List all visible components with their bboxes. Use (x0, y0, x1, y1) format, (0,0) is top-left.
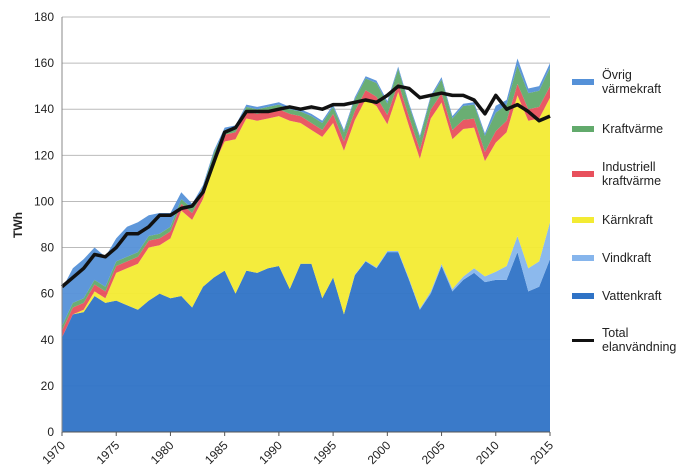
legend-item: Kraftvärme (572, 122, 688, 136)
x-tick-label: 1970 (39, 438, 68, 467)
y-tick-label: 120 (34, 148, 54, 162)
x-tick-label: 1995 (310, 438, 339, 467)
legend-label: Kärnkraft (602, 213, 653, 227)
legend-swatch (572, 79, 594, 85)
legend-item: Vindkraft (572, 251, 688, 265)
legend-swatch (572, 293, 594, 299)
x-tick-label: 1985 (202, 438, 231, 467)
legend-label: Kraftvärme (602, 122, 664, 136)
x-tick-label: 2015 (527, 438, 556, 467)
y-tick-label: 60 (41, 287, 55, 301)
y-tick-label: 100 (34, 194, 54, 208)
y-tick-label: 180 (34, 10, 54, 24)
x-tick-label: 2000 (365, 438, 394, 467)
y-tick-label: 40 (41, 333, 55, 347)
x-tick-label: 1980 (148, 438, 177, 467)
area (62, 252, 550, 432)
legend-item: Industriell kraftvärme (572, 160, 688, 188)
area (62, 58, 550, 326)
legend-label: Övrig värmekraft (602, 68, 662, 96)
legend-item: Övrig värmekraft (572, 68, 688, 96)
total-line (60, 84, 551, 289)
y-axis-label: TWh (11, 212, 25, 238)
legend-swatch (572, 217, 594, 223)
y-tick-label: 80 (41, 241, 55, 255)
x-tick-label: 1975 (94, 438, 123, 467)
legend-label: Vindkraft (602, 251, 652, 265)
x-tick-label: 1990 (256, 438, 285, 467)
legend-item: Vattenkraft (572, 289, 688, 303)
y-tick-label: 160 (34, 56, 54, 70)
x-tick-label: 2005 (419, 438, 448, 467)
legend-swatch (572, 338, 594, 342)
y-tick-label: 140 (34, 102, 54, 116)
legend-swatch (572, 255, 594, 261)
legend-item: Total elanvändning (572, 326, 688, 354)
area (62, 91, 550, 338)
legend-label: Industriell kraftvärme (602, 160, 662, 188)
legend-label: Vattenkraft (602, 289, 662, 303)
y-tick-label: 0 (47, 425, 54, 439)
area (62, 65, 550, 331)
y-tick-label: 20 (41, 379, 55, 393)
legend-swatch (572, 171, 594, 177)
legend-item: Kärnkraft (572, 213, 688, 227)
legend-swatch (572, 126, 594, 132)
legend-label: Total elanvändning (602, 326, 677, 354)
x-tick-label: 2010 (473, 438, 502, 467)
